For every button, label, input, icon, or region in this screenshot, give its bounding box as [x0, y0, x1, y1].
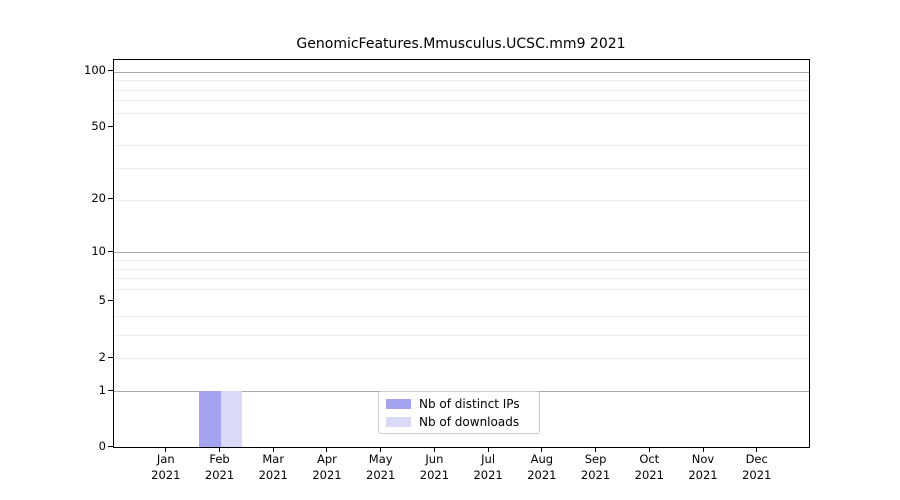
x-tick-label: May 2021: [366, 452, 396, 482]
plot-area: [113, 59, 810, 448]
chart-title: GenomicFeatures.Mmusculus.UCSC.mm9 2021: [296, 36, 626, 52]
minor-gridline: [114, 278, 809, 280]
y-tick-label: 5: [98, 293, 106, 308]
y-axis-tick: [108, 389, 113, 391]
major-gridline: [114, 71, 809, 73]
y-tick-label: 50: [91, 118, 106, 133]
x-axis-tick: [219, 447, 221, 452]
y-tick-label: 20: [91, 191, 106, 206]
x-tick-label: Jan 2021: [151, 452, 181, 482]
minor-gridline: [114, 358, 809, 360]
x-tick-label: Sep 2021: [580, 452, 611, 482]
minor-gridline: [114, 268, 809, 270]
x-tick-label: Feb 2021: [204, 452, 235, 482]
y-axis-tick: [108, 70, 113, 72]
minor-gridline: [114, 334, 809, 336]
minor-gridline: [114, 316, 809, 318]
minor-gridline: [114, 80, 809, 82]
x-tick-label: Jul 2021: [473, 452, 503, 482]
legend-label-distinct-ips: Nb of distinct IPs: [419, 397, 520, 411]
y-tick-label: 10: [91, 243, 106, 258]
y-tick-label: 1: [98, 382, 106, 397]
y-tick-label: 100: [84, 63, 106, 78]
y-axis-tick: [108, 300, 113, 302]
legend-item-downloads: Nb of downloads: [386, 415, 533, 429]
y-axis-tick: [108, 198, 113, 200]
minor-gridline: [114, 260, 809, 261]
minor-gridline: [114, 199, 809, 201]
legend-label-downloads: Nb of downloads: [419, 415, 520, 429]
minor-gridline: [114, 100, 809, 102]
x-tick-label: Dec 2021: [742, 452, 772, 482]
legend-item-distinct-ips: Nb of distinct IPs: [386, 397, 533, 411]
bar-downloads: [220, 391, 243, 448]
x-tick-label: Aug 2021: [527, 452, 557, 482]
x-axis-tick: [702, 447, 704, 452]
legend: Nb of distinct IPs Nb of downloads: [378, 391, 540, 434]
minor-gridline: [114, 145, 809, 147]
x-axis-tick: [648, 447, 650, 452]
x-axis-tick: [326, 447, 328, 452]
y-axis-tick: [108, 250, 113, 252]
y-tick-label: 0: [98, 439, 106, 453]
x-axis-tick: [380, 447, 382, 452]
x-axis-tick: [165, 447, 167, 452]
x-tick-label: Apr 2021: [312, 452, 342, 482]
x-tick-label: Oct 2021: [634, 452, 664, 482]
x-axis-tick: [595, 447, 597, 452]
x-axis-tick: [487, 447, 489, 452]
x-axis-tick: [433, 447, 435, 452]
minor-gridline: [114, 112, 809, 114]
x-tick-label: Mar 2021: [258, 452, 288, 482]
minor-gridline: [114, 167, 809, 169]
bar-distinct-ips: [199, 391, 221, 448]
y-axis-tick: [108, 125, 113, 127]
x-axis-tick: [541, 447, 543, 452]
x-axis-tick: [272, 447, 274, 452]
x-tick-label: Nov 2021: [688, 452, 718, 482]
minor-gridline: [114, 89, 809, 91]
legend-swatch-downloads: [386, 417, 411, 427]
major-gridline: [114, 252, 809, 254]
x-axis-tick: [756, 447, 758, 452]
y-tick-label: 2: [98, 349, 106, 364]
y-axis-tick: [108, 446, 113, 447]
x-tick-label: Jun 2021: [419, 452, 450, 482]
y-axis-tick: [108, 356, 113, 358]
legend-swatch-distinct-ips: [386, 399, 411, 409]
minor-gridline: [114, 289, 809, 291]
